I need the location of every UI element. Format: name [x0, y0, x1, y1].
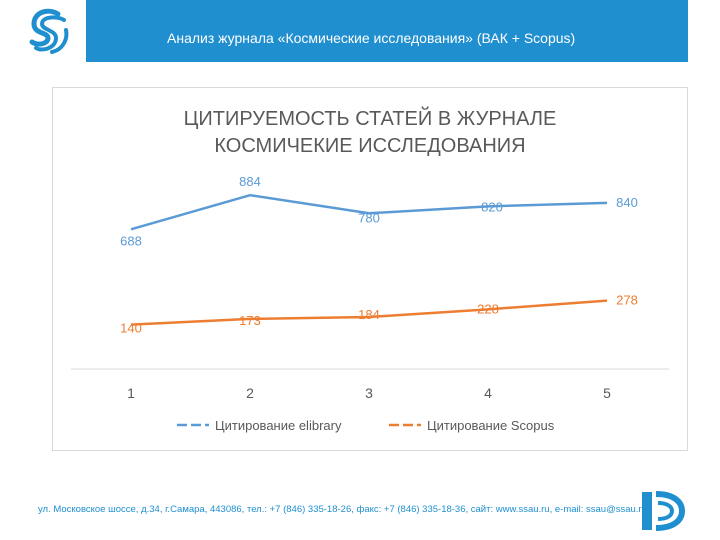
- x-tick-label: 3: [365, 385, 373, 401]
- x-tick-label: 2: [246, 385, 254, 401]
- ssau-logo-icon: [29, 8, 69, 54]
- x-tick-label: 1: [127, 385, 135, 401]
- line-chart: ЦИТИРУЕМОСТЬ СТАТЕЙ В ЖУРНАЛЕ КОСМИЧЕКИЕ…: [71, 106, 669, 433]
- footer-logo-icon: [642, 491, 686, 531]
- x-tick-label: 5: [603, 385, 611, 401]
- data-label: 884: [239, 174, 261, 189]
- chart-title-line2: КОСМИЧЕКИЕ ИССЛЕДОВАНИЯ: [214, 135, 525, 157]
- data-label: 780: [358, 210, 380, 225]
- page-title: Анализ журнала «Космические исследования…: [167, 30, 576, 46]
- legend-label-1: Цитирование elibrary: [215, 418, 342, 433]
- chart-container: ЦИТИРУЕМОСТЬ СТАТЕЙ В ЖУРНАЛЕ КОСМИЧЕКИЕ…: [52, 87, 688, 451]
- series-line-1: [130, 193, 608, 231]
- header-bar: Анализ журнала «Космические исследования…: [0, 0, 688, 62]
- data-label: 173: [239, 313, 261, 328]
- chart-legend: Цитирование elibrary Цитирование Scopus: [177, 418, 555, 433]
- university-logo: [0, 0, 86, 62]
- data-label: 820: [481, 199, 503, 214]
- series-line-2: [130, 299, 608, 326]
- footer-contact-info: ул. Московское шоссе, д.34, г.Самара, 44…: [38, 504, 647, 515]
- chart-title-line1: ЦИТИРУЕМОСТЬ СТАТЕЙ В ЖУРНАЛЕ: [184, 106, 557, 130]
- data-label: 688: [120, 233, 142, 248]
- data-label: 184: [358, 307, 380, 322]
- legend-label-2: Цитирование Scopus: [427, 418, 555, 433]
- plot-area: 688 884 780 820 840 140 173 184 228 278 1 2 3 4 5: [120, 174, 638, 401]
- data-label: 840: [616, 195, 638, 210]
- x-tick-label: 4: [484, 385, 492, 401]
- data-label: 278: [616, 293, 638, 308]
- data-label: 228: [477, 301, 499, 316]
- data-label: 140: [120, 321, 142, 336]
